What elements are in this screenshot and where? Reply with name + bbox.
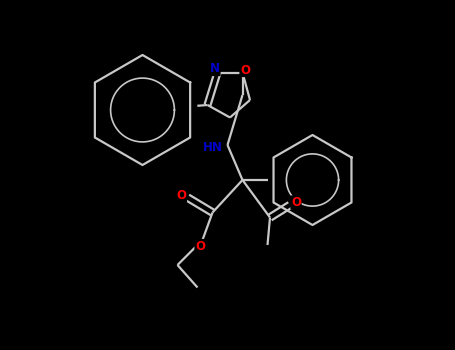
Text: N: N [210, 63, 220, 76]
Text: O: O [240, 63, 250, 77]
Text: HN: HN [202, 141, 222, 154]
Text: O: O [177, 189, 187, 202]
Text: O: O [291, 196, 301, 209]
Text: O: O [195, 239, 205, 252]
